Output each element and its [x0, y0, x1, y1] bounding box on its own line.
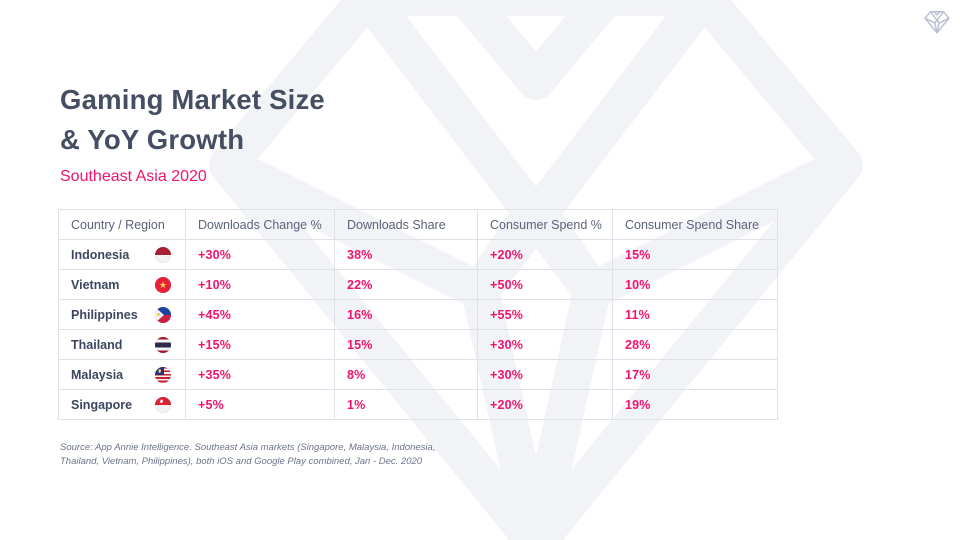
source-line-1: Source: App Annie Intelligence. Southeas… [60, 442, 436, 453]
source-note: Source: App Annie Intelligence. Southeas… [60, 441, 435, 469]
column-header-consumer-spend: Consumer Spend % [477, 209, 613, 240]
country-cell: Vietnam [58, 269, 186, 300]
consumer-spend-share-cell: 28% [612, 329, 778, 360]
consumer-spend-share-cell: 15% [612, 239, 778, 270]
downloads-change-cell: +5% [185, 389, 335, 420]
downloads-change-cell: +15% [185, 329, 335, 360]
downloads-change-cell: +10% [185, 269, 335, 300]
consumer-spend-change-cell: +30% [477, 329, 613, 360]
table-row: Indonesia +30% 38% +20% 15% [58, 239, 778, 270]
country-label: Malaysia [71, 367, 124, 382]
downloads-share-cell: 16% [334, 299, 478, 330]
country-cell: Singapore [58, 389, 186, 420]
malaysia-flag-icon [155, 366, 171, 383]
indonesia-flag-icon [155, 246, 171, 263]
column-header-country: Country / Region [58, 209, 186, 240]
consumer-spend-change-cell: +20% [477, 239, 613, 270]
country-cell: Malaysia [58, 359, 186, 390]
vietnam-flag-icon [155, 276, 171, 293]
downloads-share-cell: 22% [334, 269, 478, 300]
table-row: Singapore +5% 1% +20% 19% [58, 389, 778, 420]
downloads-share-cell: 8% [334, 359, 478, 390]
country-label: Philippines [71, 307, 138, 322]
column-header-consumer-spend-share: Consumer Spend Share [612, 209, 778, 240]
country-cell: Indonesia [58, 239, 186, 270]
table-row: Malaysia +35% 8% +30% 17% [58, 359, 778, 390]
thailand-flag-icon [155, 336, 171, 353]
consumer-spend-share-cell: 17% [612, 359, 778, 390]
title-line-1: Gaming Market Size [60, 84, 325, 115]
consumer-spend-change-cell: +55% [477, 299, 613, 330]
page-subtitle: Southeast Asia 2020 [60, 168, 207, 185]
country-cell: Thailand [58, 329, 186, 360]
country-cell: Philippines [58, 299, 186, 330]
downloads-share-cell: 1% [334, 389, 478, 420]
downloads-change-cell: +45% [185, 299, 335, 330]
page-title: Gaming Market Size & YoY Growth [60, 80, 325, 160]
consumer-spend-change-cell: +50% [477, 269, 613, 300]
philippines-flag-icon [155, 306, 171, 323]
market-table: Country / Region Downloads Change % Down… [58, 209, 778, 420]
consumer-spend-change-cell: +30% [477, 359, 613, 390]
downloads-change-cell: +30% [185, 239, 335, 270]
downloads-share-cell: 15% [334, 329, 478, 360]
consumer-spend-share-cell: 10% [612, 269, 778, 300]
downloads-change-cell: +35% [185, 359, 335, 390]
app-annie-diamond-logo-icon [924, 10, 950, 34]
title-line-2: & YoY Growth [60, 124, 245, 155]
column-header-downloads-share: Downloads Share [334, 209, 478, 240]
table-row: Thailand +15% 15% +30% 28% [58, 329, 778, 360]
table-body: Indonesia +30% 38% +20% 15% Vietnam +10%… [58, 239, 778, 420]
table-row: Vietnam +10% 22% +50% 10% [58, 269, 778, 300]
column-header-downloads-change: Downloads Change % [185, 209, 335, 240]
downloads-share-cell: 38% [334, 239, 478, 270]
country-label: Vietnam [71, 277, 120, 292]
country-label: Thailand [71, 337, 123, 352]
table-row: Philippines +45% 16% +55% 11% [58, 299, 778, 330]
consumer-spend-change-cell: +20% [477, 389, 613, 420]
country-label: Indonesia [71, 247, 130, 262]
consumer-spend-share-cell: 11% [612, 299, 778, 330]
table-header: Country / Region Downloads Change % Down… [58, 209, 778, 240]
consumer-spend-share-cell: 19% [612, 389, 778, 420]
singapore-flag-icon [155, 396, 171, 413]
country-label: Singapore [71, 397, 133, 412]
source-line-2: Thailand, Vietnam, Philippines), both iO… [60, 456, 423, 467]
